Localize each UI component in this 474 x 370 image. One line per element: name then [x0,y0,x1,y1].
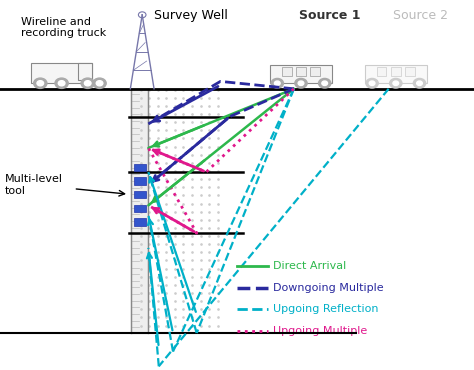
Text: Downgoing Multiple: Downgoing Multiple [273,283,384,293]
Text: Direct Arrival: Direct Arrival [273,261,347,272]
Bar [296,67,306,76]
Bar [310,67,320,76]
Circle shape [274,81,280,85]
Circle shape [93,78,106,88]
Circle shape [34,78,47,88]
Bar [377,67,386,76]
Circle shape [58,81,65,86]
Bar [282,67,292,76]
Circle shape [417,81,422,85]
Circle shape [298,81,304,85]
Circle shape [319,78,331,88]
Circle shape [322,81,328,85]
Circle shape [366,78,378,88]
Bar [134,205,146,212]
Circle shape [271,78,283,88]
Text: Upgoing Multiple: Upgoing Multiple [273,326,368,336]
Bar [270,65,332,83]
Bar [405,67,415,76]
Circle shape [413,78,426,88]
Bar [134,218,146,226]
Circle shape [369,81,375,85]
Bar [31,63,92,83]
Circle shape [81,78,94,88]
Circle shape [295,78,307,88]
Circle shape [390,78,402,88]
Circle shape [55,78,68,88]
Bar [134,177,146,185]
Bar [391,67,401,76]
Circle shape [393,81,399,85]
Bar [134,191,146,198]
Circle shape [84,81,91,86]
Bar [134,164,146,171]
Circle shape [96,81,103,86]
Text: Source 2: Source 2 [393,9,448,22]
Text: Source 1: Source 1 [299,9,360,22]
Bar [131,89,148,333]
Bar [365,65,427,83]
Text: Wireline and
recording truck: Wireline and recording truck [21,17,107,38]
Text: Survey Well: Survey Well [154,9,228,22]
Circle shape [37,81,44,86]
Text: Multi-level
tool: Multi-level tool [5,174,63,196]
Text: Upgoing Reflection: Upgoing Reflection [273,304,379,314]
Bar [78,63,92,80]
